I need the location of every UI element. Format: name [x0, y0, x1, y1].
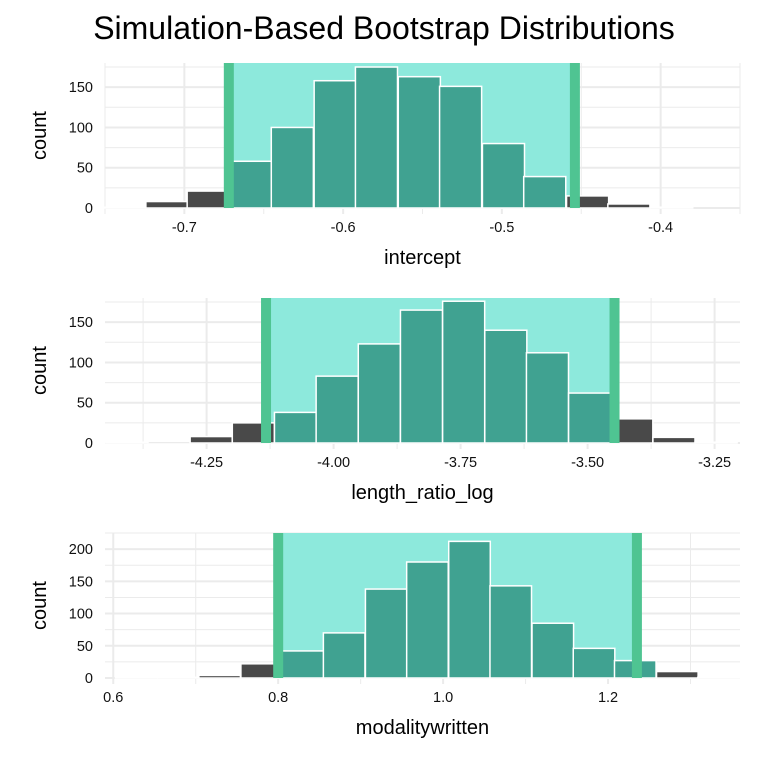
x-tick-label: -0.7 [172, 220, 197, 236]
y-tick-label: 100 [69, 355, 93, 371]
y-tick-label: 200 [69, 542, 93, 558]
x-tick-label: 0.6 [103, 690, 123, 706]
histogram-bar [484, 329, 528, 444]
panel-2: -4.25 -4.00 -3.75 -3.50 -3.25 0 50 100 150 length… [29, 298, 740, 504]
histogram-bar [114, 676, 158, 679]
y-tick-label: 0 [85, 671, 93, 687]
histogram-bar [694, 441, 738, 444]
x-tick-label: -4.25 [190, 455, 223, 471]
histogram-bar [655, 670, 699, 679]
x-tick-label: -3.75 [444, 455, 477, 471]
y-tick-label: 150 [69, 315, 93, 331]
histogram-bar [315, 375, 359, 444]
histogram-bar [525, 352, 570, 444]
x-tick-label: -4.00 [317, 455, 350, 471]
histogram-bar [447, 540, 492, 679]
histogram-bar [281, 650, 325, 679]
y-tick-label: 150 [69, 80, 93, 96]
histogram-bar [531, 622, 575, 679]
y-tick-label: 50 [77, 161, 93, 177]
histogram-bar [270, 126, 315, 209]
y-tick-label: 0 [85, 436, 93, 452]
histogram-bar [567, 392, 612, 444]
x-axis-label: length_ratio_log [351, 482, 493, 504]
y-tick-label: 100 [69, 120, 93, 136]
y-tick-label: 50 [77, 396, 93, 412]
y-axis-label: count [29, 111, 51, 160]
x-axis-label: intercept [384, 247, 461, 269]
histogram-bar [198, 674, 242, 679]
y-tick-label: 0 [85, 201, 93, 217]
x-axis-label: modalitywritten [356, 717, 489, 739]
histogram-bar [105, 441, 149, 444]
y-tick-label: 100 [69, 607, 93, 623]
histogram-bar [364, 588, 408, 679]
histogram-bar [697, 676, 741, 679]
histogram-bar [273, 411, 318, 444]
x-tick-label: 0.8 [268, 690, 288, 706]
histogram-bar [522, 175, 567, 209]
histogram-bar [322, 632, 366, 679]
histogram-bar [397, 75, 442, 209]
x-tick-label: -0.4 [648, 220, 673, 236]
panel-1: -0.7 -0.6 -0.5 -0.4 0 50 100 150 intercept count [29, 63, 741, 269]
histogram-bar [313, 79, 357, 209]
histogram-bar [607, 203, 651, 209]
histogram-bar [147, 440, 191, 444]
histogram-bar [399, 309, 444, 444]
y-axis-label: count [29, 581, 51, 630]
histogram-bar [354, 66, 399, 209]
histogram-bar [145, 200, 189, 209]
x-tick-label: -3.25 [698, 455, 731, 471]
y-axis-label: count [29, 346, 51, 395]
x-tick-label: 1.0 [433, 690, 453, 706]
histogram-bar [652, 436, 696, 444]
histogram-bar [649, 206, 694, 209]
histogram-bar [357, 343, 402, 444]
histogram-bar [186, 190, 230, 209]
histogram-bar [441, 300, 486, 444]
histogram-bar [102, 206, 146, 209]
histogram-bar [572, 647, 616, 679]
x-tick-label: -0.5 [489, 220, 514, 236]
chart-title: Simulation-Based Bootstrap Distributions [93, 10, 675, 46]
histogram-bar [156, 676, 200, 679]
x-tick-label: -3.50 [571, 455, 604, 471]
histogram-bar [229, 160, 273, 209]
x-tick-label: -0.6 [331, 220, 356, 236]
histogram-bar [189, 435, 233, 444]
y-tick-label: 150 [69, 574, 93, 590]
panel-3: 0.6 0.8 1.0 1.2 0 50 100 150 200 modalitywritten c… [29, 532, 741, 739]
histogram-bar [405, 561, 449, 679]
histogram-bar [481, 142, 526, 209]
x-tick-label: 1.2 [598, 690, 618, 706]
histogram-bar [489, 585, 533, 679]
y-tick-label: 50 [77, 639, 93, 655]
histogram-bar [438, 85, 483, 209]
